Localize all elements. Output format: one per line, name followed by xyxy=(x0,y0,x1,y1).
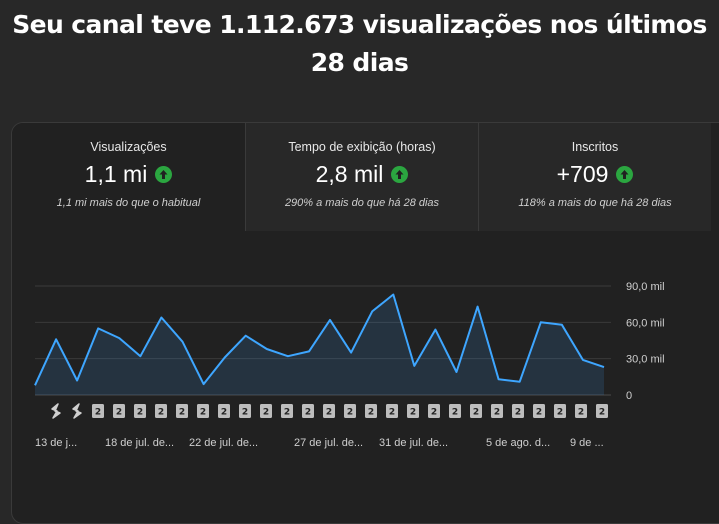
arrow-up-icon xyxy=(391,166,408,183)
page-headline: Seu canal teve 1.112.673 visualizações n… xyxy=(0,6,719,82)
metric-tab-views[interactable]: Visualizações 1,1 mi 1,1 mi mais do que … xyxy=(12,123,245,231)
metric-value: +709 xyxy=(557,161,609,188)
metric-label: Visualizações xyxy=(12,140,245,154)
metric-value: 1,1 mi xyxy=(85,161,148,188)
arrow-up-icon xyxy=(616,166,633,183)
arrow-up-icon xyxy=(155,166,172,183)
metric-note: 1,1 mi mais do que o habitual xyxy=(12,197,245,209)
analytics-card: Visualizações 1,1 mi 1,1 mi mais do que … xyxy=(11,122,719,524)
metric-note: 290% a mais do que há 28 dias xyxy=(246,197,478,209)
metric-label: Tempo de exibição (horas) xyxy=(246,140,478,154)
metric-tab-watch-time[interactable]: Tempo de exibição (horas) 2,8 mil 290% a… xyxy=(245,123,478,231)
metric-tab-subscribers[interactable]: Inscritos +709 118% a mais do que há 28 … xyxy=(478,123,711,231)
metric-label: Inscritos xyxy=(479,140,711,154)
metric-value: 2,8 mil xyxy=(316,161,384,188)
metric-note: 118% a mais do que há 28 dias xyxy=(479,197,711,209)
metric-tabs: Visualizações 1,1 mi 1,1 mi mais do que … xyxy=(12,123,719,231)
